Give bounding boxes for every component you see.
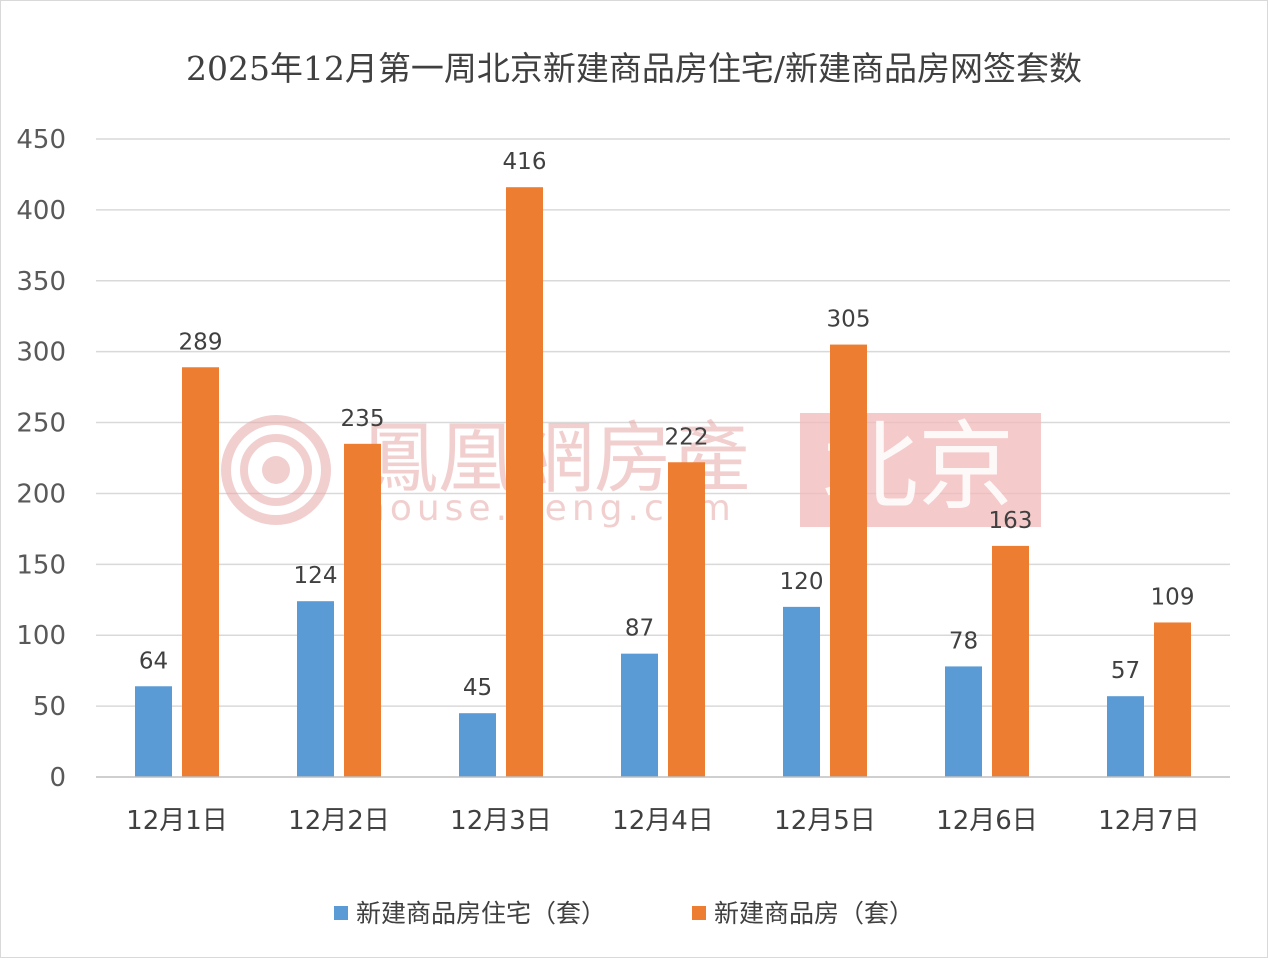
ifeng-logo-icon — [221, 415, 331, 525]
x-tick-label: 12月4日 — [612, 806, 714, 836]
y-tick-label: 200 — [16, 479, 66, 509]
data-label: 64 — [139, 648, 168, 674]
data-label: 235 — [341, 406, 385, 432]
data-labels: 64 289 124 235 45 416 87 222 120 305 78 163 57 109 — [139, 149, 1195, 701]
legend-label: 新建商品房住宅（套） — [356, 899, 606, 928]
bar-series-2 — [668, 462, 705, 777]
legend-swatch — [692, 906, 706, 920]
legend-swatch — [334, 906, 348, 920]
x-axis-ticks: 12月1日 12月2日 12月3日 12月4日 12月5日 12月6日 12月7日 — [126, 806, 1200, 836]
y-tick-label: 250 — [16, 409, 66, 439]
data-label: 416 — [503, 149, 547, 175]
data-label: 305 — [827, 307, 871, 333]
legend: 新建商品房住宅（套） 新建商品房（套） — [334, 899, 914, 928]
bar-series-2 — [344, 443, 381, 777]
bar-series-2 — [182, 367, 219, 777]
bar-series-1 — [1107, 696, 1144, 777]
chart-title: 2025年12月第一周北京新建商品房住宅/新建商品房网签套数 — [185, 49, 1083, 88]
data-label: 45 — [463, 675, 492, 701]
data-label: 87 — [625, 616, 654, 642]
y-tick-label: 300 — [16, 338, 66, 368]
x-tick-label: 12月1日 — [126, 806, 228, 836]
bars — [135, 187, 1191, 777]
data-label: 124 — [294, 563, 338, 589]
data-label: 109 — [1151, 584, 1195, 610]
bar-series-2 — [992, 545, 1029, 777]
y-tick-label: 0 — [49, 763, 66, 793]
data-label: 78 — [949, 628, 978, 654]
data-label: 222 — [665, 424, 709, 450]
y-tick-label: 450 — [16, 125, 66, 155]
y-tick-label: 350 — [16, 267, 66, 297]
y-tick-label: 50 — [33, 692, 66, 722]
bar-series-1 — [621, 653, 658, 777]
y-tick-label: 150 — [16, 550, 66, 580]
x-tick-label: 12月6日 — [936, 806, 1038, 836]
y-tick-label: 400 — [16, 196, 66, 226]
x-tick-label: 12月2日 — [288, 806, 390, 836]
bar-series-1 — [459, 713, 496, 777]
y-axis-ticks: 0 50 100 150 200 250 300 350 400 450 — [16, 125, 66, 793]
x-tick-label: 12月7日 — [1098, 806, 1200, 836]
bar-series-1 — [783, 606, 820, 777]
data-label: 57 — [1111, 658, 1140, 684]
data-label: 120 — [780, 569, 824, 595]
y-tick-label: 100 — [16, 621, 66, 651]
data-label: 163 — [989, 508, 1033, 534]
bar-series-2 — [830, 344, 867, 777]
legend-label: 新建商品房（套） — [714, 899, 914, 928]
bar-series-2 — [506, 187, 543, 777]
bar-series-2 — [1154, 622, 1191, 777]
x-tick-label: 12月5日 — [774, 806, 876, 836]
x-tick-label: 12月3日 — [450, 806, 552, 836]
data-label: 289 — [179, 329, 223, 355]
bar-series-1 — [297, 601, 334, 777]
bar-series-1 — [135, 686, 172, 777]
bar-series-1 — [945, 666, 982, 777]
